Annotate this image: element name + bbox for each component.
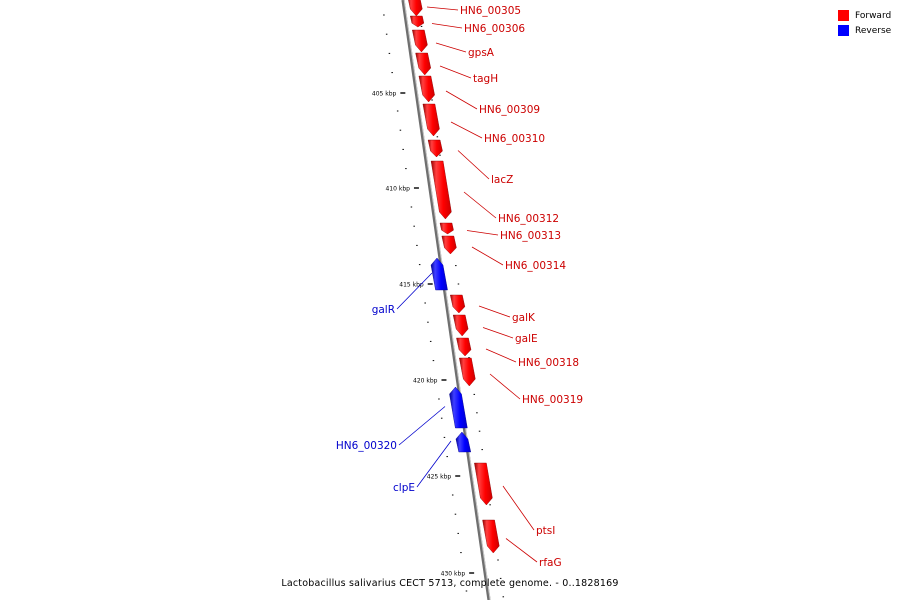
gene-label-HN6_00309[interactable]: HN6_00309 — [479, 104, 540, 116]
legend-reverse: Reverse — [838, 23, 891, 38]
gene-label-gpsA[interactable]: gpsA — [468, 47, 495, 59]
features — [407, 0, 500, 554]
gene-label-ptsI[interactable]: ptsI — [536, 525, 555, 537]
leader-line — [489, 373, 521, 400]
gene-label-tagH[interactable]: tagH — [473, 73, 498, 85]
gene-arrow-HN6_00309[interactable] — [418, 75, 435, 103]
gene-label-galK[interactable]: galK — [512, 312, 536, 324]
gene-label-galR[interactable]: galR — [372, 304, 395, 316]
leader-line — [466, 230, 499, 236]
gene-label-clpE[interactable]: clpE — [393, 482, 415, 494]
genome-backbone — [401, 0, 491, 600]
gene-label-HN6_00305[interactable]: HN6_00305 — [460, 5, 521, 17]
gene-label-rfaG[interactable]: rfaG — [539, 557, 562, 569]
leader-line — [471, 246, 504, 266]
gene-label-HN6_00306[interactable]: HN6_00306 — [464, 23, 525, 35]
gene-arrow-HN6_00313[interactable] — [439, 222, 454, 235]
gene-label-HN6_00313[interactable]: HN6_00313 — [500, 230, 561, 242]
leader-line — [439, 65, 472, 79]
genome-caption: Lactobacillus salivarius CECT 5713, comp… — [281, 578, 619, 589]
gene-arrow-tagH[interactable] — [415, 52, 431, 76]
leader-line — [431, 23, 463, 29]
legend: Forward Reverse — [838, 8, 891, 38]
gene-arrow-HN6_00306[interactable] — [410, 15, 425, 28]
gene-arrow-ptsI[interactable] — [474, 462, 493, 506]
legend-forward: Forward — [838, 8, 891, 23]
leader-line — [502, 485, 535, 531]
leader-line — [416, 440, 452, 488]
ruler-label: 415 kbp — [399, 282, 424, 289]
gene-label-HN6_00320[interactable]: HN6_00320 — [336, 440, 397, 452]
gene-label-lacZ[interactable]: lacZ — [491, 174, 513, 186]
leader-line — [450, 121, 483, 139]
leader-line — [435, 42, 467, 53]
gene-label-HN6_00312[interactable]: HN6_00312 — [498, 213, 559, 225]
ruler-label: 420 kbp — [413, 378, 438, 385]
leader-line — [396, 272, 433, 310]
gene-arrow-galK[interactable] — [450, 294, 466, 314]
leader-line — [426, 6, 459, 11]
gene-label-HN6_00310[interactable]: HN6_00310 — [484, 133, 545, 145]
leader-line — [398, 406, 446, 446]
legend-reverse-label: Reverse — [855, 25, 892, 36]
leader-line — [505, 538, 538, 563]
feature-labels: HN6_00305 HN6_00306 gpsA tagH HN6_00309 HN6_0… — [336, 5, 583, 569]
gene-arrow-HN6_00305[interactable] — [407, 0, 423, 17]
leader-line — [463, 191, 497, 219]
leader-line — [445, 90, 478, 110]
gene-arrow-galR[interactable] — [430, 257, 448, 291]
reverse-swatch — [838, 25, 849, 36]
gene-arrow-HN6_00320[interactable] — [449, 386, 468, 429]
gene-arrow-lacZ[interactable] — [427, 139, 443, 158]
gene-arrow-HN6_00312[interactable] — [430, 160, 452, 220]
gene-arrow-HN6_00319[interactable] — [459, 357, 476, 387]
gene-label-HN6_00319[interactable]: HN6_00319 — [522, 394, 583, 406]
legend-forward-label: Forward — [855, 10, 892, 21]
ruler-label: 405 kbp — [372, 91, 397, 98]
leader-line — [457, 150, 490, 180]
gene-arrow-HN6_00318[interactable] — [456, 337, 472, 357]
ruler-label: 430 kbp — [441, 571, 466, 578]
gene-arrow-HN6_00310[interactable] — [422, 103, 440, 137]
gene-label-galE[interactable]: galE — [515, 333, 538, 345]
gene-arrow-HN6_00314[interactable] — [441, 235, 457, 255]
genome-backbone-highlight — [403, 0, 491, 600]
gene-arrow-clpE[interactable] — [455, 431, 472, 453]
gene-label-HN6_00318[interactable]: HN6_00318 — [518, 357, 579, 369]
gene-arrow-rfaG[interactable] — [482, 519, 500, 554]
leader-line — [478, 305, 511, 318]
gene-arrow-gpsA[interactable] — [412, 29, 428, 53]
ruler-label: 425 kbp — [427, 474, 452, 481]
forward-swatch — [838, 10, 849, 21]
gene-label-HN6_00314[interactable]: HN6_00314 — [505, 260, 566, 272]
leader-line — [485, 348, 517, 363]
ruler: 405 kbp 410 kbp 415 kbp 420 kbp 425 kbp 430 k… — [372, 7, 505, 598]
ruler-label: 410 kbp — [385, 186, 410, 193]
leader-line — [482, 327, 514, 339]
gene-arrow-galE[interactable] — [452, 314, 469, 337]
